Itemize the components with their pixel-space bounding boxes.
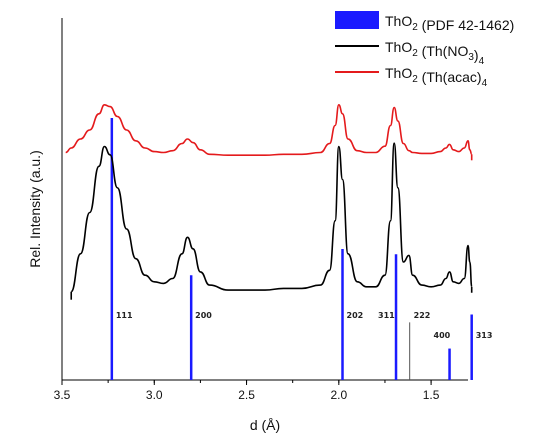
series-line-1 (70, 142, 473, 293)
hkl-label: 313 (476, 331, 493, 340)
x-tick-label: 2.0 (330, 388, 347, 402)
legend-text-part: ThO (385, 65, 412, 81)
x-axis-title: d (Å) (250, 417, 280, 433)
legend-label: ThO2 (PDF 42-1462) (385, 13, 514, 33)
legend-label: ThO2 (Th(acac)4 (385, 65, 488, 89)
y-axis-title: Rel. Intensity (a.u.) (27, 150, 43, 268)
plot-frame (61, 18, 468, 381)
legend-text-part: ThO (385, 39, 412, 55)
series-lines (65, 103, 473, 300)
hkl-labels: 111 200 202 311 222 400 313 (116, 311, 493, 340)
legend-text-part: (Th(acac) (418, 69, 482, 85)
hkl-label: 111 (116, 311, 133, 320)
legend-subscript: 3 (468, 52, 474, 63)
legend-swatch-box (335, 11, 379, 29)
legend-text-part: (PDF 42-1462) (418, 17, 514, 33)
legend-subscript: 2 (412, 48, 418, 59)
x-tick-label: 3.5 (54, 388, 71, 402)
hkl-label: 202 (347, 311, 364, 320)
x-tick-label: 1.5 (423, 388, 440, 402)
legend-subscript: 2 (412, 22, 418, 33)
legend-text-part: ) (474, 47, 479, 63)
legend-subscript: 2 (412, 74, 418, 85)
legend-label: ThO2 (Th(NO3)4 (385, 39, 485, 67)
legend-subscript: 4 (479, 56, 485, 67)
hkl-label: 200 (195, 311, 212, 320)
legend-subscript: 4 (482, 78, 488, 89)
x-tick-label: 2.5 (238, 388, 255, 402)
legend-text-part: ThO (385, 13, 412, 29)
x-axis: 3.5 3.0 2.5 2.0 1.5 (54, 380, 440, 402)
legend-text-part: (Th(NO (418, 43, 469, 59)
x-tick-label: 3.0 (146, 388, 163, 402)
hkl-label: 222 (414, 311, 431, 320)
series-line-2 (65, 103, 473, 157)
reference-bars (110, 118, 473, 380)
hkl-label: 400 (434, 331, 451, 340)
hkl-label: 311 (378, 311, 395, 320)
